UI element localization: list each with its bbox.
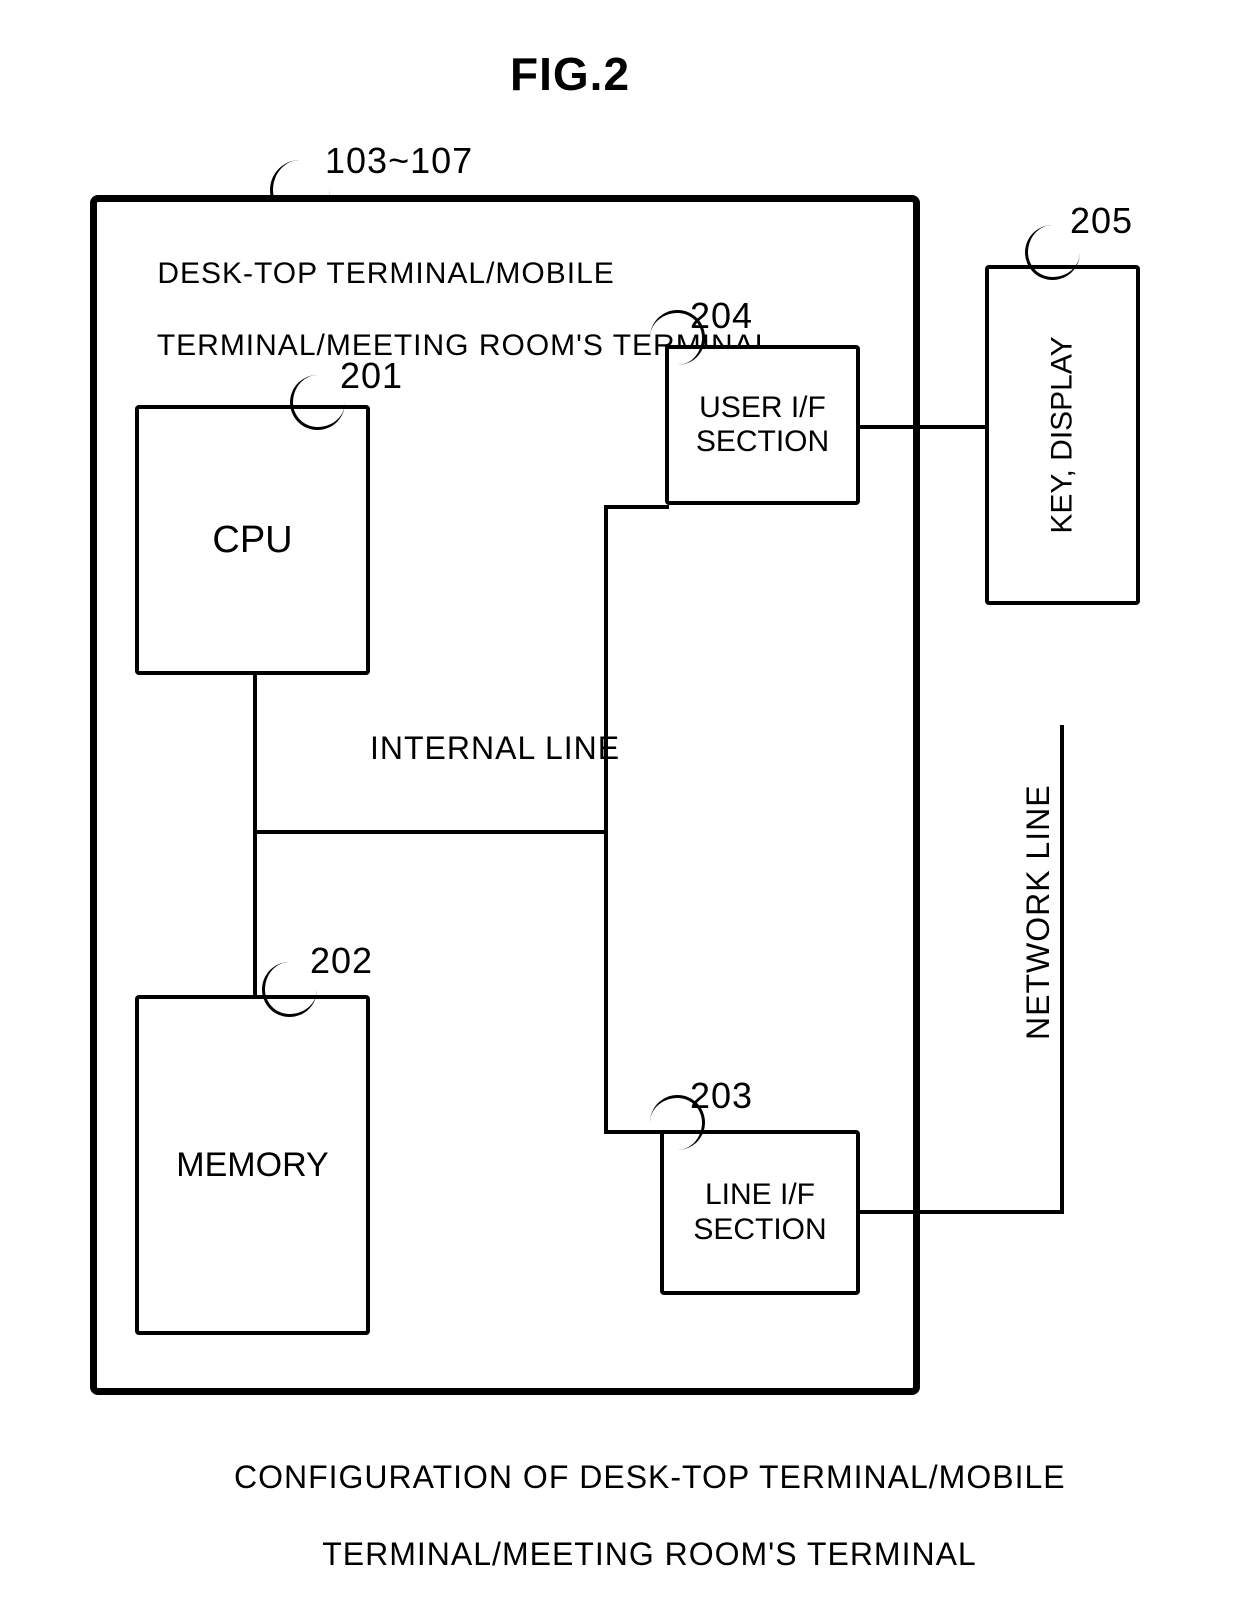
bus-userif-stub [604, 505, 669, 509]
lead-curve-userif [650, 310, 705, 365]
figure-title: FIG.2 [510, 48, 630, 101]
figure-caption: CONFIGURATION OF DESK-TOP TERMINAL/MOBIL… [160, 1420, 1100, 1612]
user-if-line1: USER I/F [699, 391, 826, 424]
cpu-ref: 201 [340, 355, 403, 396]
line-if-line2: SECTION [693, 1213, 826, 1246]
diagram-canvas: FIG.2 103~107 DESK-TOP TERMINAL/MOBILE T… [0, 0, 1240, 1595]
bus-right-vertical [604, 505, 608, 1134]
line-if-line1: LINE I/F [705, 1178, 815, 1211]
conn-lineif-network-h [860, 1210, 1064, 1214]
main-block-ref: 103~107 [325, 140, 473, 181]
lead-curve-keydisplay [1025, 225, 1080, 280]
line-if-block: LINE I/F SECTION [660, 1130, 860, 1295]
user-if-line2: SECTION [696, 425, 829, 458]
memory-ref: 202 [310, 940, 373, 981]
caption-line1: CONFIGURATION OF DESK-TOP TERMINAL/MOBIL… [234, 1459, 1066, 1495]
bus-lineif-stub [604, 1130, 664, 1134]
cpu-block: CPU [135, 405, 370, 675]
cpu-label: CPU [212, 519, 292, 562]
bus-cpu-stub [253, 675, 257, 834]
key-display-block: KEY, DISPLAY [985, 265, 1140, 605]
user-if-block: USER I/F SECTION [665, 345, 860, 505]
memory-label: MEMORY [176, 1146, 328, 1185]
bus-memory-stub [253, 830, 257, 999]
lead-curve-memory [262, 962, 317, 1017]
key-display-label: KEY, DISPLAY [1046, 336, 1080, 533]
internal-line-label: INTERNAL LINE [370, 730, 620, 767]
main-title-line1: DESK-TOP TERMINAL/MOBILE [157, 257, 614, 290]
lead-curve-cpu [290, 375, 345, 430]
lead-curve-lineif [650, 1095, 705, 1150]
memory-block: MEMORY [135, 995, 370, 1335]
conn-network-vertical [1060, 725, 1064, 1214]
key-display-ref: 205 [1070, 200, 1133, 241]
conn-userif-keydisplay [860, 425, 989, 429]
bus-horizontal [253, 830, 608, 834]
network-line-label: NETWORK LINE [1020, 784, 1057, 1040]
caption-line2: TERMINAL/MEETING ROOM'S TERMINAL [322, 1536, 976, 1572]
